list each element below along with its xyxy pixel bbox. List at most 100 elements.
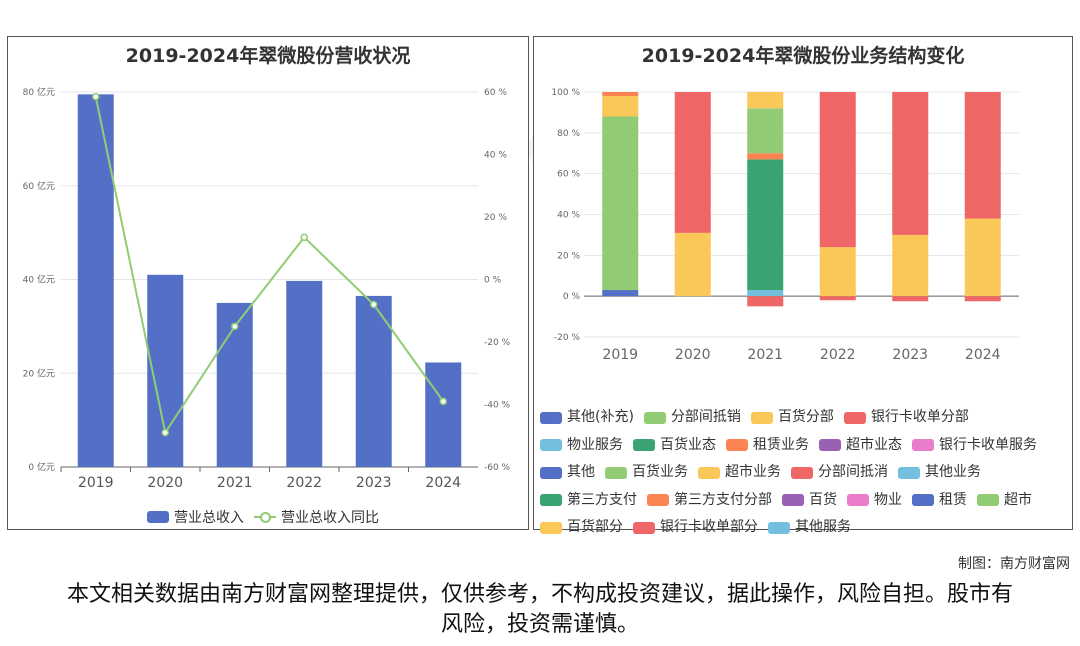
legend-swatch <box>791 466 813 479</box>
stack-segment <box>674 92 711 233</box>
legend-label: 超市 <box>1004 491 1032 508</box>
yoy-point <box>231 322 239 331</box>
y-right-tick-label: 40 % <box>484 151 507 161</box>
legend-item[interactable]: 租赁 <box>912 488 967 513</box>
legend-swatch <box>540 439 562 451</box>
y-right-tick-label: -60 % <box>484 463 511 473</box>
x-tick-label: 2019 <box>602 347 638 363</box>
yoy-point <box>370 300 378 309</box>
x-tick-label: 2022 <box>820 347 856 363</box>
legend-item[interactable]: 第三方支付分部 <box>647 488 772 513</box>
revenue-chart: 0 亿元 20 亿元 40 亿元 60 亿元 80 亿元 -60 % -40 % -20 % 0… <box>23 86 511 491</box>
yoy-point <box>439 397 447 406</box>
legend-label: 租赁业务 <box>753 436 809 453</box>
legend-swatch <box>912 439 934 451</box>
stack-segment <box>964 92 1001 219</box>
legend-label: 超市业务 <box>725 464 781 480</box>
legend-swatch <box>847 494 869 506</box>
legend-swatch <box>768 521 790 534</box>
x-tick-label: 2023 <box>356 475 392 491</box>
disclaimer-text: 本文相关数据由南方财富网整理提供，仅供参考，不构成投资建议，据此操作，风险自担。… <box>66 582 1013 637</box>
legend-item[interactable]: 百货 <box>782 488 837 513</box>
x-tick-label: 2019 <box>78 475 114 491</box>
legend-item[interactable]: 超市 <box>977 488 1032 513</box>
legend-label: 其他业务 <box>925 464 981 480</box>
legend-label: 百货业态 <box>660 436 716 453</box>
yoy-point <box>161 428 169 437</box>
yoy-point <box>92 92 100 101</box>
legend-swatch <box>698 466 720 479</box>
legend-item[interactable]: 百货部分 <box>540 515 623 540</box>
legend-item[interactable]: 银行卡收单部分 <box>633 515 758 540</box>
revenue-chart-panel: 2019-2024年翠微股份营收状况 0 亿元 20 亿元 40 亿元 60 亿元 80… <box>7 36 529 530</box>
y-tick-label: 100 % <box>551 88 580 98</box>
structure-chart-panel: 2019-2024年翠微股份业务结构变化 -20 % 0 % 20 % 40 % 60 … <box>533 36 1073 535</box>
legend-swatch <box>843 411 866 424</box>
legend-item[interactable]: 百货业态 <box>633 433 716 458</box>
y-tick-label: 20 % <box>557 251 580 261</box>
legend-item[interactable]: 第三方支付 <box>540 488 637 513</box>
legend-label: 百货分部 <box>777 409 834 425</box>
legend-swatch <box>147 511 169 523</box>
legend-swatch <box>912 494 934 506</box>
stack-segment <box>964 296 1001 302</box>
legend-label: 百货业务 <box>632 464 688 480</box>
revenue-bar <box>286 280 323 467</box>
legend-item[interactable]: 物业服务 <box>540 433 623 458</box>
legend-item[interactable]: 超市业务 <box>698 460 781 485</box>
revenue-bar <box>77 94 114 467</box>
stack-segment <box>747 92 784 109</box>
legend-item[interactable]: 其他服务 <box>768 515 851 540</box>
x-tick-label: 2021 <box>747 347 783 363</box>
legend-item[interactable]: 百货分部 <box>750 405 834 430</box>
legend-swatch <box>540 411 562 424</box>
legend-swatch <box>605 466 627 479</box>
stack-segment <box>747 296 784 307</box>
legend-item[interactable]: 其他业务 <box>898 460 981 485</box>
stack-segment <box>602 96 639 117</box>
legend-label: 百货部分 <box>567 519 623 535</box>
legend-label: 租赁 <box>939 491 967 508</box>
legend-item[interactable]: 其他 <box>540 460 595 485</box>
legend-label: 百货 <box>809 491 837 508</box>
stack-segment <box>674 232 711 297</box>
y-left-tick-label: 20 亿元 <box>23 367 55 379</box>
y-left-tick-label: 40 亿元 <box>23 274 55 286</box>
legend-item[interactable]: 分部间抵消 <box>791 460 888 485</box>
legend-item[interactable]: 银行卡收单分部 <box>843 405 969 430</box>
x-tick-label: 2023 <box>892 347 928 363</box>
stack-segment <box>819 247 856 297</box>
stack-segment <box>602 290 639 297</box>
x-tick-label: 2020 <box>147 475 183 491</box>
legend-swatch <box>750 411 773 424</box>
legend-label: 物业 <box>874 491 902 508</box>
legend-item[interactable]: 超市业态 <box>819 433 902 458</box>
structure-chart: -20 % 0 % 20 % 40 % 60 % 80 % 100 % 2019 2020 202… <box>551 88 1019 363</box>
legend-label: 其他 <box>567 464 595 480</box>
legend-label: 超市业态 <box>846 436 902 453</box>
legend-label: 银行卡收单部分 <box>660 519 758 535</box>
legend-item[interactable]: 百货业务 <box>605 460 688 485</box>
legend-swatch <box>643 411 666 424</box>
revenue-chart-title: 2019-2024年翠微股份营收状况 <box>125 45 411 67</box>
revenue-bar <box>355 295 392 467</box>
y-right-tick-label: 60 % <box>484 88 507 98</box>
legend-item[interactable]: 物业 <box>847 488 902 513</box>
legend-item[interactable]: 银行卡收单服务 <box>912 433 1037 458</box>
legend-label: 物业服务 <box>567 436 623 453</box>
legend-item[interactable]: 其他(补充) <box>540 405 634 430</box>
stack-segment <box>747 290 784 297</box>
legend-swatch <box>782 494 804 506</box>
y-tick-label: -20 % <box>554 333 581 343</box>
legend-item[interactable]: 分部间抵销 <box>643 405 741 430</box>
legend-swatch <box>647 494 669 506</box>
legend-swatch <box>633 439 655 451</box>
legend-item[interactable]: 营业总收入 <box>147 507 244 527</box>
legend-label: 其他(补充) <box>567 409 634 425</box>
legend-label: 分部间抵消 <box>818 464 888 480</box>
legend-swatch <box>977 494 999 506</box>
legend-item[interactable]: 租赁业务 <box>726 433 809 458</box>
legend-item[interactable]: 营业总收入同比 <box>254 507 379 527</box>
stack-segment <box>964 218 1001 297</box>
revenue-bar <box>216 302 253 467</box>
